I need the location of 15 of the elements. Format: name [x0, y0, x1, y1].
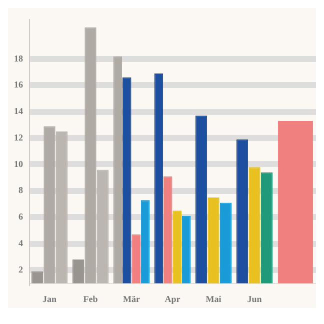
x-tick-label: Jan [42, 294, 57, 304]
x-tick-label: Apr [164, 294, 180, 304]
y-tick-label: 6 [18, 212, 24, 222]
x-tick-label: Feb [83, 294, 98, 304]
y-tick-label: 2 [18, 264, 24, 274]
y-tick-label: 4 [18, 238, 24, 248]
y-tick-label: 18 [14, 53, 24, 64]
y-tick-label: 12 [14, 132, 24, 142]
y-tick-label: 14 [14, 106, 24, 116]
y-tick-label: 10 [14, 158, 24, 169]
y-tick-label: 8 [18, 185, 24, 196]
y-tick-label: 16 [14, 80, 24, 90]
x-tick-label: Jun [247, 294, 262, 304]
x-tick-label: Mai [206, 294, 222, 304]
x-tick-label: Mär [123, 294, 140, 304]
